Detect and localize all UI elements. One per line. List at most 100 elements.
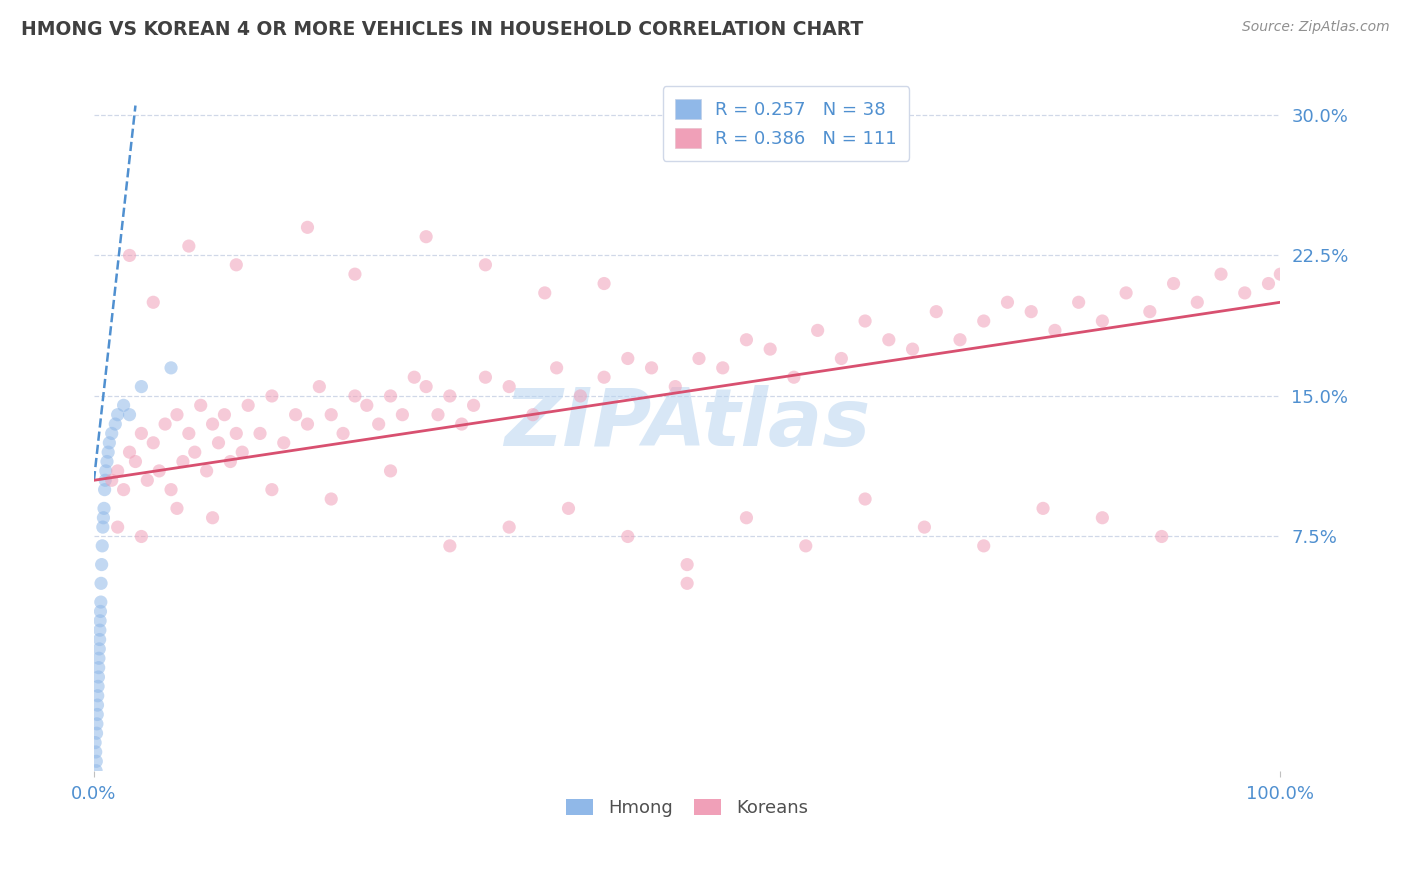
- Point: [1270, 267, 1292, 281]
- Point: [973, 539, 995, 553]
- Point: [1257, 277, 1279, 291]
- Text: HMONG VS KOREAN 4 OR MORE VEHICLES IN HOUSEHOLD CORRELATION CHART: HMONG VS KOREAN 4 OR MORE VEHICLES IN HO…: [21, 20, 863, 38]
- Point: [1043, 323, 1066, 337]
- Point: [190, 398, 212, 412]
- Point: [87, 660, 110, 674]
- Point: [98, 435, 121, 450]
- Point: [474, 370, 496, 384]
- Point: [260, 483, 283, 497]
- Point: [104, 417, 127, 431]
- Point: [91, 539, 114, 553]
- Point: [735, 333, 758, 347]
- Point: [949, 333, 972, 347]
- Point: [711, 360, 734, 375]
- Point: [93, 501, 115, 516]
- Point: [427, 408, 450, 422]
- Point: [118, 445, 141, 459]
- Point: [90, 558, 112, 572]
- Point: [84, 755, 107, 769]
- Point: [166, 501, 188, 516]
- Point: [308, 379, 330, 393]
- Point: [533, 285, 555, 300]
- Point: [297, 220, 319, 235]
- Legend: Hmong, Koreans: Hmong, Koreans: [560, 791, 815, 824]
- Point: [238, 398, 260, 412]
- Point: [107, 520, 129, 534]
- Point: [830, 351, 852, 366]
- Point: [557, 501, 579, 516]
- Text: ZIPAtlas: ZIPAtlas: [503, 385, 870, 463]
- Point: [380, 464, 402, 478]
- Point: [332, 426, 354, 441]
- Point: [87, 651, 110, 665]
- Point: [142, 295, 165, 310]
- Point: [1032, 501, 1054, 516]
- Point: [997, 295, 1019, 310]
- Point: [89, 604, 111, 618]
- Point: [87, 670, 110, 684]
- Point: [1209, 267, 1232, 281]
- Point: [124, 454, 146, 468]
- Point: [90, 576, 112, 591]
- Point: [166, 408, 188, 422]
- Point: [688, 351, 710, 366]
- Point: [1067, 295, 1090, 310]
- Point: [853, 491, 876, 506]
- Point: [343, 389, 366, 403]
- Point: [89, 632, 111, 647]
- Point: [89, 623, 111, 637]
- Point: [225, 258, 247, 272]
- Point: [225, 426, 247, 441]
- Point: [177, 426, 200, 441]
- Point: [439, 539, 461, 553]
- Point: [794, 539, 817, 553]
- Point: [201, 510, 224, 524]
- Point: [676, 558, 699, 572]
- Point: [94, 473, 117, 487]
- Point: [380, 389, 402, 403]
- Point: [91, 520, 114, 534]
- Point: [86, 707, 108, 722]
- Point: [131, 379, 153, 393]
- Point: [112, 483, 135, 497]
- Text: Source: ZipAtlas.com: Source: ZipAtlas.com: [1241, 20, 1389, 34]
- Point: [1187, 295, 1209, 310]
- Point: [201, 417, 224, 431]
- Point: [84, 735, 107, 749]
- Point: [249, 426, 271, 441]
- Point: [617, 351, 640, 366]
- Point: [522, 408, 544, 422]
- Point: [1091, 510, 1114, 524]
- Point: [1150, 529, 1173, 543]
- Point: [86, 698, 108, 712]
- Point: [973, 314, 995, 328]
- Point: [136, 473, 159, 487]
- Point: [783, 370, 806, 384]
- Point: [321, 491, 343, 506]
- Point: [90, 595, 112, 609]
- Point: [107, 408, 129, 422]
- Point: [100, 473, 122, 487]
- Point: [93, 510, 115, 524]
- Point: [415, 229, 437, 244]
- Point: [207, 435, 229, 450]
- Point: [214, 408, 236, 422]
- Point: [391, 408, 413, 422]
- Point: [1163, 277, 1185, 291]
- Point: [593, 277, 616, 291]
- Point: [87, 679, 110, 693]
- Point: [172, 454, 194, 468]
- Point: [118, 248, 141, 262]
- Point: [664, 379, 686, 393]
- Point: [593, 370, 616, 384]
- Point: [260, 389, 283, 403]
- Point: [148, 464, 170, 478]
- Point: [231, 445, 253, 459]
- Point: [404, 370, 426, 384]
- Point: [273, 435, 295, 450]
- Point: [853, 314, 876, 328]
- Point: [759, 342, 782, 356]
- Point: [100, 426, 122, 441]
- Point: [367, 417, 389, 431]
- Point: [84, 764, 107, 778]
